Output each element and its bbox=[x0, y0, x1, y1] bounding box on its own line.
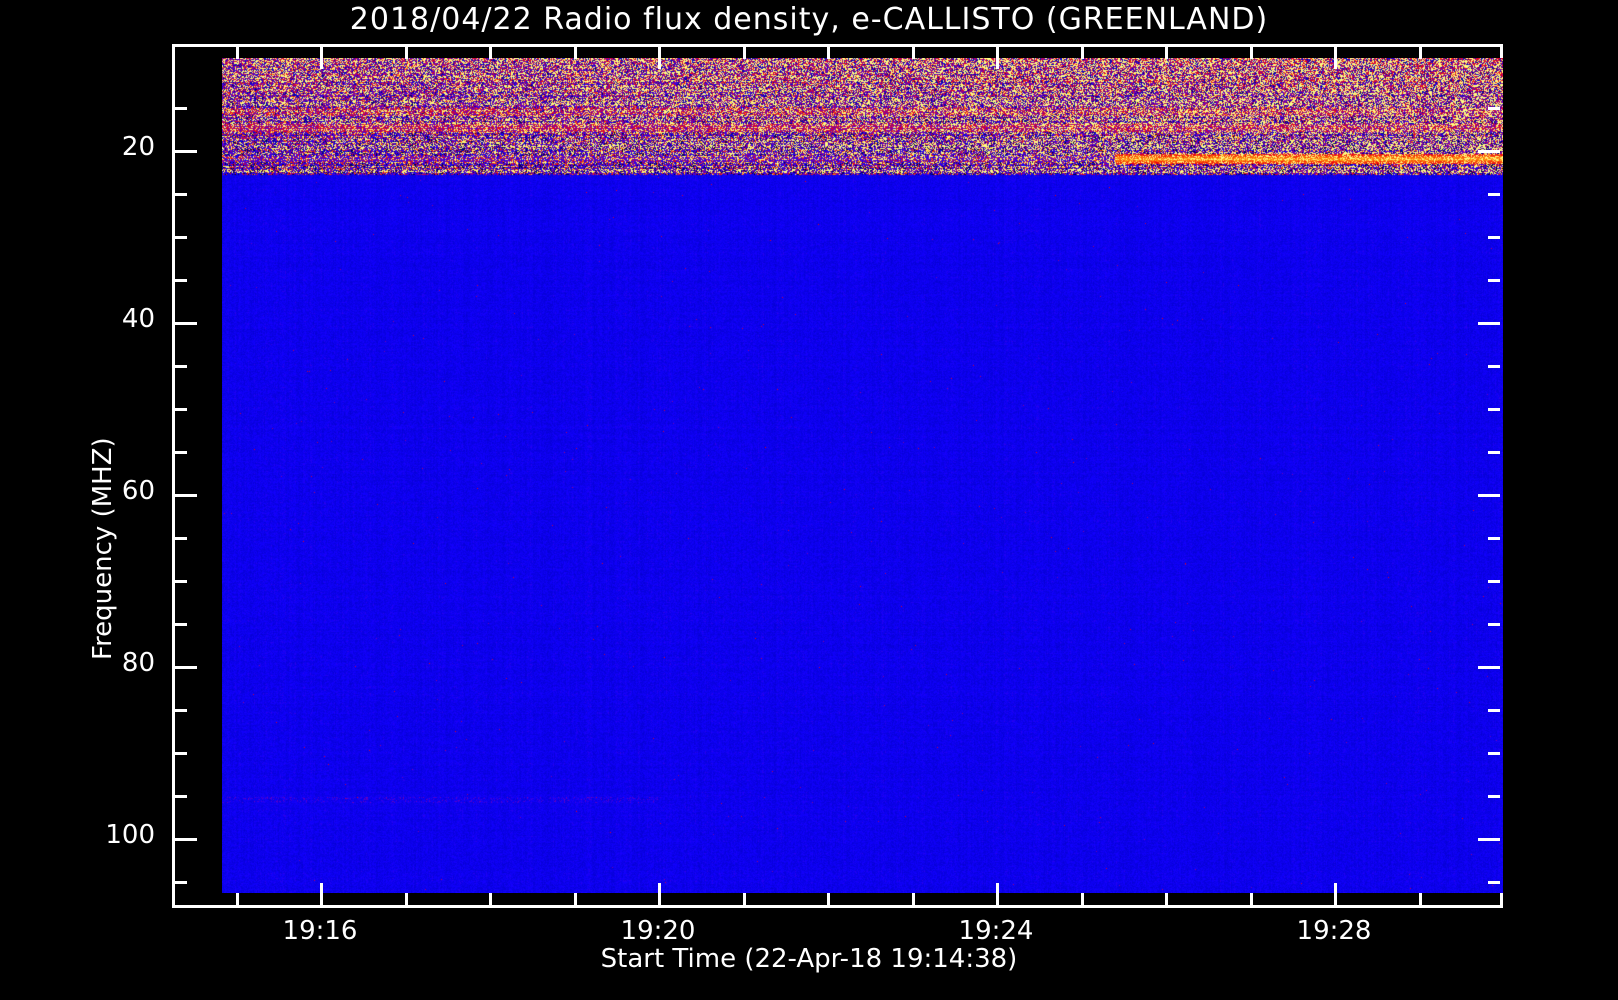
y-minor-tick bbox=[175, 236, 187, 239]
y-minor-tick-right bbox=[1488, 623, 1500, 626]
y-axis-title: Frequency (MHZ) bbox=[88, 437, 118, 660]
y-minor-tick-right bbox=[1488, 752, 1500, 755]
x-minor-tick-top bbox=[827, 47, 830, 59]
y-major-tick bbox=[175, 838, 197, 841]
x-major-tick-top bbox=[1334, 47, 1337, 69]
x-minor-tick bbox=[1165, 893, 1168, 905]
x-minor-tick-top bbox=[489, 47, 492, 59]
y-minor-tick bbox=[175, 193, 187, 196]
y-minor-tick bbox=[175, 881, 187, 884]
y-minor-tick-right bbox=[1488, 279, 1500, 282]
y-minor-tick-right bbox=[1488, 451, 1500, 454]
y-minor-tick-right bbox=[1488, 365, 1500, 368]
x-minor-tick-top bbox=[1081, 47, 1084, 59]
x-minor-tick-top bbox=[574, 47, 577, 59]
x-tick-label: 19:16 bbox=[282, 916, 358, 946]
y-major-tick bbox=[175, 666, 197, 669]
x-minor-tick-top bbox=[743, 47, 746, 59]
y-minor-tick bbox=[175, 365, 187, 368]
x-minor-tick-top bbox=[1250, 47, 1253, 59]
y-major-tick bbox=[175, 150, 197, 153]
x-major-tick-top bbox=[320, 47, 323, 69]
y-minor-tick bbox=[175, 107, 187, 110]
y-minor-tick bbox=[175, 451, 187, 454]
y-minor-tick bbox=[175, 537, 187, 540]
x-minor-tick bbox=[1250, 893, 1253, 905]
y-tick-label: 20 bbox=[121, 132, 155, 162]
spectrogram-image bbox=[222, 58, 1503, 893]
spectrogram-canvas bbox=[222, 58, 1503, 893]
x-axis-title: Start Time (22-Apr-18 19:14:38) bbox=[600, 944, 1018, 974]
x-minor-tick bbox=[743, 893, 746, 905]
x-minor-tick-top bbox=[912, 47, 915, 59]
chart-title: 2018/04/22 Radio flux density, e-CALLIST… bbox=[349, 2, 1269, 37]
x-minor-tick-top bbox=[236, 47, 239, 59]
x-minor-tick bbox=[489, 893, 492, 905]
x-major-tick-top bbox=[996, 47, 999, 69]
y-major-tick-right bbox=[1478, 322, 1500, 325]
x-minor-tick bbox=[574, 893, 577, 905]
x-minor-tick-top bbox=[1165, 47, 1168, 59]
y-minor-tick bbox=[175, 709, 187, 712]
y-tick-label: 40 bbox=[121, 304, 155, 334]
y-major-tick-right bbox=[1478, 494, 1500, 497]
y-minor-tick-right bbox=[1488, 236, 1500, 239]
y-tick-label: 60 bbox=[121, 476, 155, 506]
x-minor-tick bbox=[1081, 893, 1084, 905]
x-minor-tick bbox=[1419, 893, 1422, 905]
y-major-tick-right bbox=[1478, 666, 1500, 669]
x-minor-tick bbox=[827, 893, 830, 905]
y-minor-tick bbox=[175, 752, 187, 755]
y-minor-tick-right bbox=[1488, 537, 1500, 540]
y-minor-tick-right bbox=[1488, 107, 1500, 110]
y-major-tick bbox=[175, 494, 197, 497]
y-minor-tick-right bbox=[1488, 881, 1500, 884]
x-major-tick bbox=[996, 883, 999, 905]
x-major-tick bbox=[1334, 883, 1337, 905]
y-minor-tick-right bbox=[1488, 795, 1500, 798]
y-tick-label: 80 bbox=[121, 648, 155, 678]
y-major-tick bbox=[175, 322, 197, 325]
x-minor-tick bbox=[405, 893, 408, 905]
x-major-tick bbox=[658, 883, 661, 905]
y-minor-tick bbox=[175, 279, 187, 282]
x-tick-label: 19:20 bbox=[620, 916, 696, 946]
y-minor-tick bbox=[175, 408, 187, 411]
y-minor-tick-right bbox=[1488, 193, 1500, 196]
y-tick-label: 100 bbox=[105, 820, 155, 850]
y-minor-tick bbox=[175, 795, 187, 798]
x-minor-tick-top bbox=[405, 47, 408, 59]
y-minor-tick-right bbox=[1488, 580, 1500, 583]
x-major-tick bbox=[320, 883, 323, 905]
y-minor-tick bbox=[175, 580, 187, 583]
y-minor-tick-right bbox=[1488, 709, 1500, 712]
y-major-tick-right bbox=[1478, 838, 1500, 841]
x-major-tick-top bbox=[658, 47, 661, 69]
x-minor-tick bbox=[236, 893, 239, 905]
y-minor-tick-right bbox=[1488, 408, 1500, 411]
x-minor-tick bbox=[912, 893, 915, 905]
y-major-tick-right bbox=[1478, 150, 1500, 153]
x-tick-label: 19:28 bbox=[1296, 916, 1372, 946]
x-minor-tick-top bbox=[1419, 47, 1422, 59]
y-minor-tick bbox=[175, 623, 187, 626]
x-tick-label: 19:24 bbox=[958, 916, 1034, 946]
